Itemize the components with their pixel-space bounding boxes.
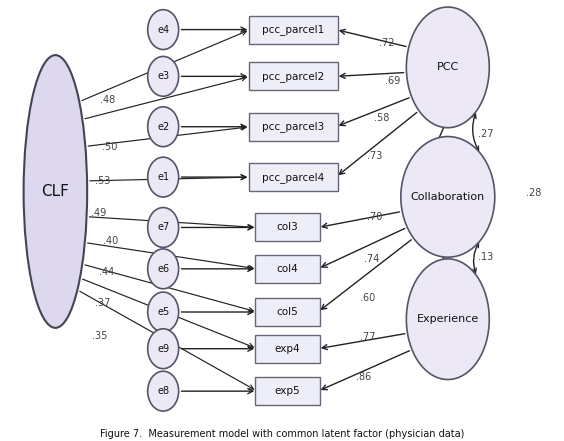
Text: .27: .27	[478, 129, 493, 139]
Text: .48: .48	[100, 95, 116, 105]
Ellipse shape	[148, 249, 179, 289]
Text: .53: .53	[95, 176, 110, 186]
Text: Collaboration: Collaboration	[411, 192, 485, 202]
Text: .72: .72	[379, 38, 395, 48]
Text: e8: e8	[157, 386, 169, 396]
FancyBboxPatch shape	[249, 163, 337, 191]
Text: e1: e1	[157, 172, 169, 182]
Text: col3: col3	[277, 222, 298, 232]
Text: pcc_parcel4: pcc_parcel4	[262, 172, 324, 183]
FancyBboxPatch shape	[255, 335, 320, 363]
FancyBboxPatch shape	[255, 255, 320, 283]
Text: col4: col4	[277, 264, 298, 274]
Text: exp4: exp4	[275, 344, 301, 354]
Text: .13: .13	[478, 252, 493, 262]
Text: .35: .35	[92, 332, 107, 341]
FancyBboxPatch shape	[255, 298, 320, 326]
Text: exp5: exp5	[275, 386, 301, 396]
Text: e3: e3	[157, 71, 169, 81]
Ellipse shape	[406, 7, 490, 128]
Text: e7: e7	[157, 222, 169, 232]
Text: col5: col5	[277, 307, 298, 317]
Text: .69: .69	[385, 76, 400, 86]
FancyBboxPatch shape	[249, 62, 337, 90]
Ellipse shape	[148, 10, 179, 49]
Text: CLF: CLF	[41, 184, 69, 199]
Text: pcc_parcel2: pcc_parcel2	[262, 71, 324, 82]
Ellipse shape	[24, 55, 87, 328]
Text: PCC: PCC	[437, 62, 459, 72]
Text: .37: .37	[95, 298, 110, 308]
Text: .40: .40	[103, 236, 118, 246]
Text: .73: .73	[367, 150, 382, 161]
Text: .28: .28	[526, 188, 541, 198]
Text: .74: .74	[364, 254, 379, 264]
Text: pcc_parcel1: pcc_parcel1	[262, 24, 324, 35]
Text: .70: .70	[367, 212, 382, 222]
Text: .58: .58	[374, 113, 389, 123]
Text: e2: e2	[157, 122, 169, 132]
Text: .60: .60	[360, 293, 375, 303]
FancyBboxPatch shape	[255, 213, 320, 242]
Ellipse shape	[148, 292, 179, 332]
FancyBboxPatch shape	[249, 15, 337, 44]
Ellipse shape	[148, 208, 179, 247]
Text: Figure 7.  Measurement model with common latent factor (physician data): Figure 7. Measurement model with common …	[100, 429, 464, 439]
Ellipse shape	[148, 329, 179, 369]
Text: .77: .77	[360, 332, 376, 342]
Text: .49: .49	[91, 208, 106, 218]
Text: .86: .86	[356, 373, 372, 382]
Ellipse shape	[406, 259, 490, 380]
Ellipse shape	[148, 107, 179, 147]
Ellipse shape	[148, 157, 179, 197]
Text: e6: e6	[157, 264, 169, 274]
Ellipse shape	[401, 137, 495, 257]
FancyBboxPatch shape	[249, 113, 337, 141]
Ellipse shape	[148, 371, 179, 411]
Text: .50: .50	[102, 142, 117, 152]
Text: e4: e4	[157, 25, 169, 34]
Text: Experience: Experience	[417, 314, 479, 324]
Text: .44: .44	[99, 267, 114, 277]
FancyBboxPatch shape	[255, 377, 320, 405]
Text: e5: e5	[157, 307, 169, 317]
Text: e9: e9	[157, 344, 169, 354]
Text: pcc_parcel3: pcc_parcel3	[262, 121, 324, 132]
Ellipse shape	[148, 56, 179, 96]
